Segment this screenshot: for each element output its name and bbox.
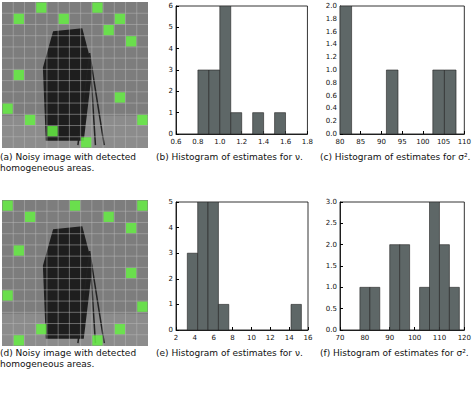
svg-text:12: 12	[266, 334, 275, 342]
svg-text:1.4: 1.4	[326, 40, 338, 48]
svg-text:3: 3	[169, 249, 173, 257]
svg-text:6: 6	[211, 334, 216, 342]
svg-text:0.2: 0.2	[326, 117, 337, 125]
svg-text:80: 80	[336, 138, 345, 146]
svg-text:0: 0	[168, 130, 173, 138]
svg-text:2: 2	[174, 334, 178, 342]
html-text:(b) Histogram of estimates for: (b) Histogram of estimates for ν.	[156, 152, 303, 162]
svg-text:1.8: 1.8	[326, 15, 337, 23]
svg-text:0.0: 0.0	[325, 130, 337, 138]
html-text:(d) Noisy image with detected: (d) Noisy image with detected homogeneou…	[0, 348, 137, 369]
svg-text:105: 105	[437, 138, 450, 146]
svg-text:120: 120	[458, 334, 471, 342]
svg-text:100: 100	[416, 138, 429, 146]
svg-text:90: 90	[377, 138, 386, 146]
svg-text:2.0: 2.0	[326, 2, 337, 10]
svg-text:1: 1	[169, 109, 173, 117]
svg-text:10: 10	[247, 334, 256, 342]
svg-text:80: 80	[360, 334, 369, 342]
svg-text:1.6: 1.6	[280, 138, 292, 146]
svg-text:85: 85	[356, 138, 365, 146]
svg-text:1.0: 1.0	[326, 66, 337, 74]
svg-text:5: 5	[169, 23, 173, 31]
svg-text:0.0: 0.0	[325, 326, 337, 334]
html-text:(e) Histogram of estimates for: (e) Histogram of estimates for ν.	[156, 348, 303, 358]
svg-text:1.5: 1.5	[326, 262, 337, 270]
svg-text:0.4: 0.4	[326, 104, 338, 112]
svg-text:0.6: 0.6	[170, 138, 182, 146]
svg-text:1.0: 1.0	[214, 138, 225, 146]
svg-text:1: 1	[169, 300, 173, 308]
svg-text:8: 8	[230, 334, 234, 342]
svg-text:1.8: 1.8	[302, 138, 313, 146]
svg-text:1.2: 1.2	[326, 53, 337, 61]
svg-text:1.2: 1.2	[236, 138, 247, 146]
html-text:(a) Noisy image with detected: (a) Noisy image with detected homogeneou…	[0, 152, 136, 173]
svg-text:3.0: 3.0	[326, 198, 337, 206]
svg-text:4: 4	[169, 224, 174, 232]
svg-text:2: 2	[169, 87, 173, 95]
svg-text:3: 3	[169, 66, 173, 74]
svg-text:0: 0	[169, 326, 173, 334]
svg-text:2.5: 2.5	[326, 219, 337, 227]
svg-text:0.6: 0.6	[326, 92, 338, 100]
svg-text:4: 4	[169, 45, 174, 53]
svg-text:90: 90	[385, 334, 394, 342]
svg-text:70: 70	[336, 334, 345, 342]
svg-text:4: 4	[193, 334, 198, 342]
svg-text:0.8: 0.8	[192, 138, 203, 146]
svg-text:100: 100	[408, 334, 421, 342]
svg-text:1.6: 1.6	[326, 28, 338, 36]
svg-text:110: 110	[433, 334, 446, 342]
svg-text:0.5: 0.5	[326, 305, 337, 313]
svg-text:5: 5	[169, 198, 173, 206]
svg-text:95: 95	[398, 138, 407, 146]
svg-text:2.0: 2.0	[326, 241, 337, 249]
svg-text:6: 6	[169, 2, 174, 10]
svg-text:16: 16	[304, 334, 313, 342]
svg-text:1.0: 1.0	[326, 283, 337, 291]
svg-text:2: 2	[169, 275, 173, 283]
html-text:(c) Histogram of estimates for: (c) Histogram of estimates for σ².	[320, 152, 471, 162]
svg-text:1.4: 1.4	[258, 138, 270, 146]
html-text:(f) Histogram of estimates for: (f) Histogram of estimates for σ².	[320, 348, 469, 358]
svg-text:14: 14	[285, 334, 294, 342]
svg-text:110: 110	[458, 138, 471, 146]
svg-text:0.8: 0.8	[326, 79, 337, 87]
